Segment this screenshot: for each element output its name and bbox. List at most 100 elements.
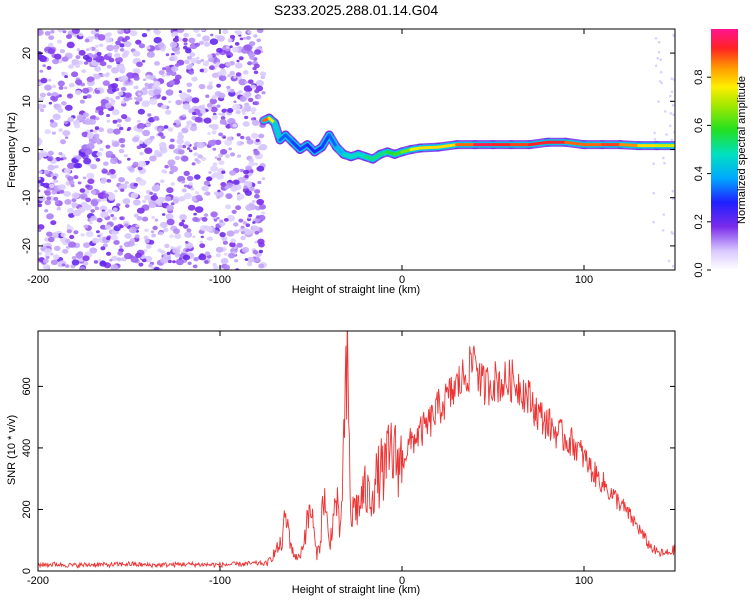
noise-speck — [52, 58, 60, 65]
noise-speck — [243, 70, 249, 75]
noise-speck — [212, 172, 219, 178]
noise-speck — [225, 154, 230, 159]
noise-speck — [90, 199, 99, 206]
noise-speck — [66, 93, 74, 99]
noise-speck — [210, 106, 218, 113]
noise-speck — [66, 34, 72, 39]
noise-speck — [156, 184, 160, 187]
noise-speck — [195, 194, 203, 200]
noise-speck — [248, 51, 256, 58]
snr-ytick-label: 600 — [21, 377, 33, 395]
noise-speck — [139, 151, 144, 156]
noise-speck — [66, 224, 71, 228]
noise-speck — [207, 132, 211, 135]
snr-ytick-label: 0 — [21, 568, 33, 574]
noise-speck — [114, 52, 121, 59]
trace-segment — [418, 145, 440, 150]
trace-segment — [291, 140, 302, 151]
noise-speck — [248, 161, 255, 167]
noise-speck — [86, 143, 95, 150]
noise-speck — [52, 176, 57, 180]
noise-speck — [83, 158, 92, 165]
noise-speck — [78, 32, 84, 37]
noise-speck — [89, 247, 98, 254]
noise-speck — [137, 92, 142, 96]
noise-speck — [220, 112, 226, 117]
noise-speck — [44, 248, 52, 255]
noise-speck — [652, 191, 656, 195]
noise-speck — [665, 133, 668, 136]
noise-speck — [58, 85, 64, 90]
trace-segment — [436, 143, 459, 149]
noise-speck — [77, 114, 86, 122]
noise-speck — [671, 104, 675, 107]
noise-speck — [154, 61, 160, 66]
noise-speck — [152, 84, 159, 90]
noise-speck — [138, 262, 144, 267]
noise-speck — [235, 72, 242, 77]
noise-speck — [40, 182, 45, 187]
noise-speck — [671, 189, 675, 193]
noise-speck — [663, 161, 666, 165]
snr-line — [38, 331, 675, 569]
noise-speck — [255, 79, 264, 87]
noise-speck — [110, 173, 117, 179]
noise-speck — [100, 61, 107, 67]
noise-speck — [110, 264, 119, 270]
noise-speck — [43, 169, 50, 175]
noise-speck — [256, 29, 264, 34]
noise-speck — [194, 174, 201, 180]
noise-speck — [214, 156, 218, 159]
noise-speck — [125, 204, 130, 208]
noise-speck — [44, 209, 49, 213]
noise-speck — [246, 139, 254, 145]
noise-speck — [106, 119, 111, 123]
noise-speck — [245, 35, 251, 40]
snr-ytick-label: 200 — [21, 500, 33, 518]
noise-speck — [75, 252, 83, 259]
noise-speck — [216, 104, 221, 108]
noise-speck — [159, 221, 168, 228]
noise-speck — [662, 156, 665, 160]
noise-speck — [130, 256, 139, 263]
noise-speck — [150, 195, 159, 201]
noise-speck — [174, 233, 182, 239]
noise-speck — [135, 96, 143, 102]
noise-speck — [654, 64, 658, 68]
noise-speck — [40, 77, 48, 84]
noise-speck — [142, 199, 147, 203]
noise-speck — [174, 155, 180, 161]
noise-speck — [252, 250, 259, 255]
noise-speck — [132, 68, 141, 75]
noise-speck — [184, 59, 190, 65]
noise-speck — [210, 33, 214, 37]
noise-speck — [142, 129, 151, 137]
noise-speck — [173, 149, 179, 154]
noise-speck — [67, 207, 75, 214]
noise-speck — [118, 148, 125, 154]
noise-speck — [135, 252, 142, 258]
noise-speck — [173, 228, 180, 234]
noise-speck — [114, 49, 118, 53]
noise-speck — [171, 66, 179, 72]
snr-panel: -200 -100 0 100 0 200 400 600 Height of straigh… — [6, 330, 676, 596]
noise-speck — [79, 188, 86, 193]
noise-speck — [213, 265, 219, 270]
noise-speck — [230, 152, 236, 157]
noise-speck — [83, 242, 91, 249]
noise-speck — [178, 149, 185, 155]
noise-speck — [185, 125, 190, 129]
noise-speck — [252, 66, 257, 71]
noise-speck — [261, 211, 266, 215]
noise-speck — [219, 119, 227, 125]
noise-speck — [246, 262, 253, 267]
noise-speck — [211, 94, 218, 100]
noise-speck — [225, 62, 232, 67]
noise-speck — [144, 228, 149, 233]
noise-speck — [188, 182, 193, 186]
noise-speck — [146, 160, 150, 164]
noise-speck — [211, 114, 218, 120]
noise-speck — [236, 59, 240, 63]
noise-speck — [72, 211, 79, 216]
noise-speck — [38, 228, 42, 233]
